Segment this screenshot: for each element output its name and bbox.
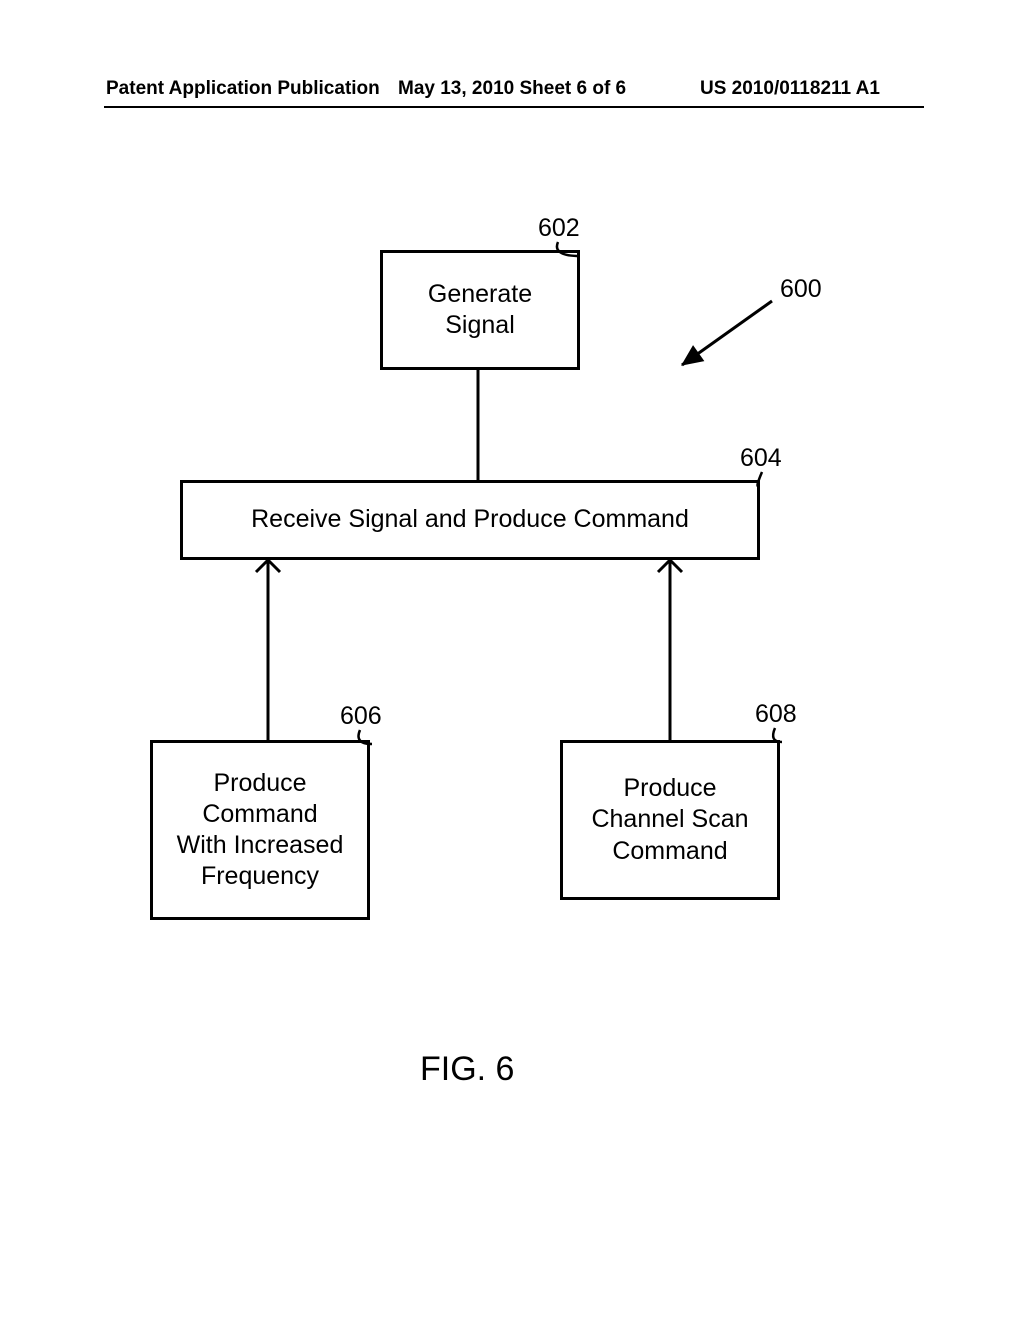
header-right: US 2010/0118211 A1 xyxy=(700,78,880,100)
node-produce-increased-freq: ProduceCommandWith IncreasedFrequency xyxy=(150,740,370,920)
header-left: Patent Application Publication xyxy=(106,78,380,100)
node-label: GenerateSignal xyxy=(428,279,532,342)
header-center: May 13, 2010 Sheet 6 of 6 xyxy=(398,78,626,100)
figure-caption: FIG. 6 xyxy=(420,1050,514,1089)
ref-606: 606 xyxy=(340,702,382,731)
page: Patent Application Publication May 13, 2… xyxy=(0,0,1024,1320)
node-receive-signal: Receive Signal and Produce Command xyxy=(180,480,760,560)
node-label: ProduceCommandWith IncreasedFrequency xyxy=(177,768,344,893)
header-rule xyxy=(104,106,924,108)
node-label: Receive Signal and Produce Command xyxy=(251,504,689,535)
ref-600: 600 xyxy=(780,275,822,304)
node-generate-signal: GenerateSignal xyxy=(380,250,580,370)
node-label: ProduceChannel ScanCommand xyxy=(591,773,748,867)
ref-604: 604 xyxy=(740,444,782,473)
ref-608: 608 xyxy=(755,700,797,729)
ref-602: 602 xyxy=(538,214,580,243)
node-produce-channel-scan: ProduceChannel ScanCommand xyxy=(560,740,780,900)
connectors xyxy=(0,0,1024,1320)
